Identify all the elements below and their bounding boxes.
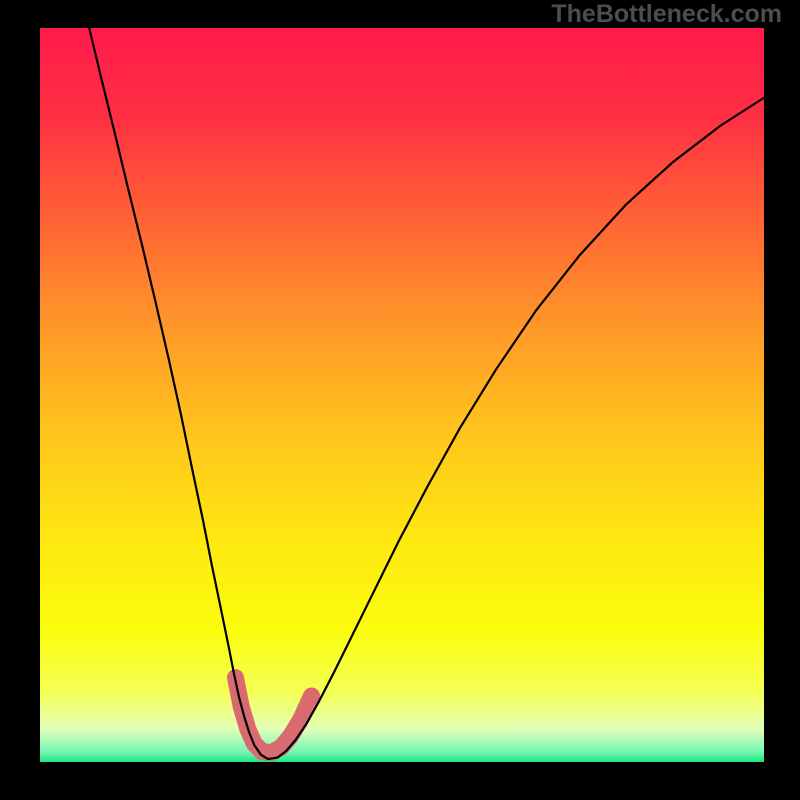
watermark-text: TheBottleneck.com <box>551 0 782 29</box>
plot-svg <box>40 28 764 762</box>
chart-frame: TheBottleneck.com <box>0 0 800 800</box>
gradient-background <box>40 28 764 762</box>
plot-area <box>40 28 764 762</box>
